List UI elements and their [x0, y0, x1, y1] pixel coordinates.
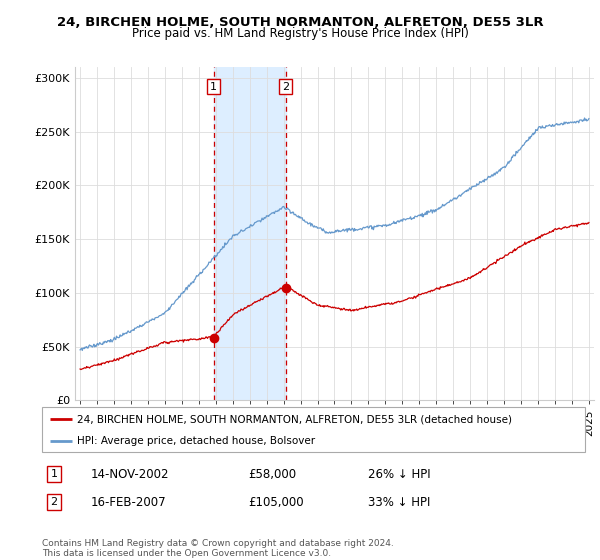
Text: 1: 1 — [50, 469, 58, 479]
FancyBboxPatch shape — [42, 407, 585, 452]
Text: 16-FEB-2007: 16-FEB-2007 — [91, 496, 166, 509]
Text: Price paid vs. HM Land Registry's House Price Index (HPI): Price paid vs. HM Land Registry's House … — [131, 27, 469, 40]
Text: 14-NOV-2002: 14-NOV-2002 — [91, 468, 169, 481]
Text: 24, BIRCHEN HOLME, SOUTH NORMANTON, ALFRETON, DE55 3LR: 24, BIRCHEN HOLME, SOUTH NORMANTON, ALFR… — [56, 16, 544, 29]
Text: 2: 2 — [282, 82, 289, 91]
Text: Contains HM Land Registry data © Crown copyright and database right 2024.
This d: Contains HM Land Registry data © Crown c… — [42, 539, 394, 558]
Text: 33% ↓ HPI: 33% ↓ HPI — [368, 496, 430, 509]
Text: 2: 2 — [50, 497, 58, 507]
Bar — [214, 67, 286, 400]
Text: HPI: Average price, detached house, Bolsover: HPI: Average price, detached house, Bols… — [77, 436, 316, 446]
Text: 1: 1 — [210, 82, 217, 91]
Text: £105,000: £105,000 — [248, 496, 304, 509]
Text: 26% ↓ HPI: 26% ↓ HPI — [368, 468, 430, 481]
Text: 24, BIRCHEN HOLME, SOUTH NORMANTON, ALFRETON, DE55 3LR (detached house): 24, BIRCHEN HOLME, SOUTH NORMANTON, ALFR… — [77, 414, 512, 424]
Text: £58,000: £58,000 — [248, 468, 296, 481]
